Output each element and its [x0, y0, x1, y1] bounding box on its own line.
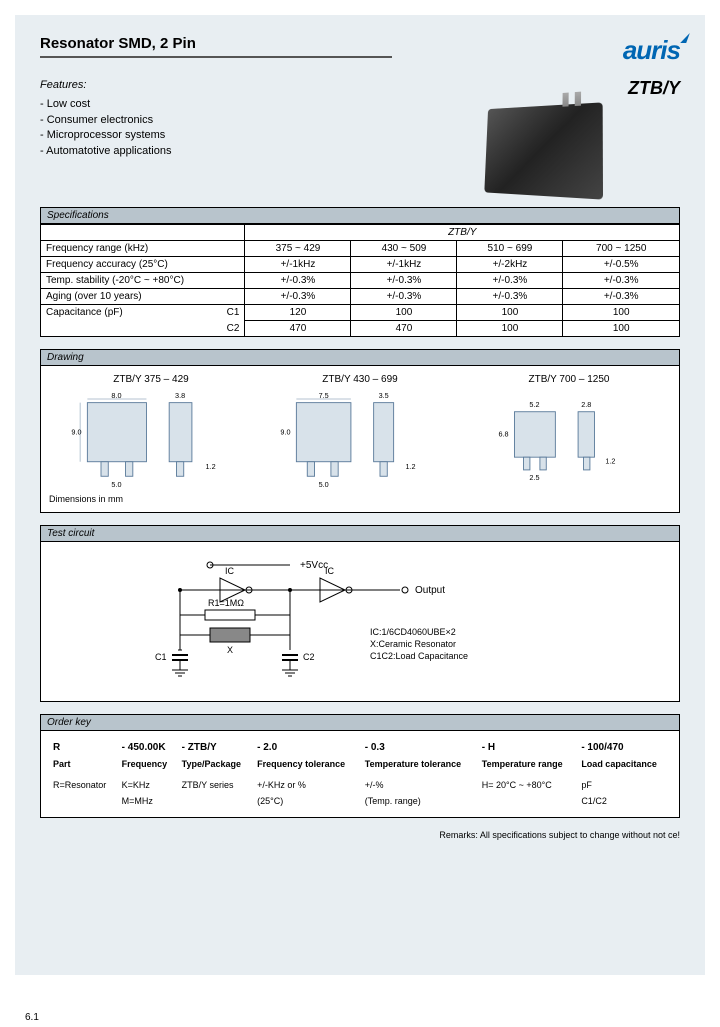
svg-text:+5Vcc: +5Vcc — [300, 560, 328, 571]
cap-label: Capacitance (pF) — [46, 307, 123, 318]
svg-text:3.5: 3.5 — [379, 391, 389, 400]
features-title: Features: — [40, 78, 171, 93]
drawing-variant-label: ZTB/Y 430 – 699 — [258, 374, 462, 385]
specs-model: ZTB/Y — [245, 225, 680, 241]
feature-item: - Low cost — [40, 97, 171, 112]
brand-logo: auris — [623, 35, 680, 66]
svg-text:7.5: 7.5 — [319, 391, 329, 400]
svg-text:3.8: 3.8 — [175, 391, 185, 400]
product-code: ZTB/Y — [400, 78, 680, 99]
feature-item: - Microprocessor systems — [40, 128, 171, 143]
svg-text:8.0: 8.0 — [111, 391, 121, 400]
drawing-grid: ZTB/Y 375 – 429 8.0 9.0 5.0 3.8 1.2 — [49, 374, 671, 492]
drawing-variant-label: ZTB/Y 700 – 1250 — [467, 374, 671, 385]
svg-text:1.2: 1.2 — [405, 462, 415, 471]
feature-item: - Consumer electronics — [40, 113, 171, 128]
svg-text:5.0: 5.0 — [111, 480, 121, 489]
specs-header: Specifications — [40, 207, 680, 224]
specs-row-label: Aging (over 10 years) — [41, 289, 245, 305]
svg-text:C1: C1 — [155, 652, 167, 662]
specs-row-label: Temp. stability (-20°C ~ +80°C) — [41, 273, 245, 289]
svg-text:9.0: 9.0 — [280, 427, 290, 436]
drawing-svg-1: 8.0 9.0 5.0 3.8 1.2 — [49, 389, 253, 489]
remarks-text: Remarks: All specifications subject to c… — [40, 830, 680, 840]
svg-text:2.5: 2.5 — [529, 473, 539, 482]
order-table: R - 450.00K - ZTB/Y - 2.0 - 0.3 - H - 10… — [49, 739, 671, 809]
svg-text:R1=1MΩ: R1=1MΩ — [208, 598, 244, 608]
specs-row-label: Frequency range (kHz) — [41, 241, 245, 257]
drawing-variant-label: ZTB/Y 375 – 429 — [49, 374, 253, 385]
drawing-svg-2: 7.5 9.0 5.0 3.5 1.2 — [258, 389, 462, 489]
svg-text:Output: Output — [415, 585, 445, 596]
drawing-header: Drawing — [40, 349, 680, 366]
drawing-svg-3: 5.2 6.8 2.5 2.8 1.2 — [467, 389, 671, 489]
page-title: Resonator SMD, 2 Pin — [40, 35, 392, 58]
order-header: Order key — [40, 714, 680, 731]
dimensions-note: Dimensions in mm — [49, 494, 671, 504]
svg-text:IC: IC — [225, 566, 235, 576]
features-block: Features: - Low cost - Consumer electron… — [40, 78, 171, 195]
specs-table: ZTB/Y Frequency range (kHz) 375 ~ 429430… — [40, 224, 680, 337]
product-image — [484, 102, 603, 199]
svg-text:1.2: 1.2 — [605, 457, 615, 466]
svg-text:X:Ceramic Resonator: X:Ceramic Resonator — [370, 639, 456, 649]
svg-text:X: X — [227, 645, 233, 655]
circuit-header: Test circuit — [40, 525, 680, 542]
svg-text:1.2: 1.2 — [206, 462, 216, 471]
svg-text:IC:1/6CD4060UBE×2: IC:1/6CD4060UBE×2 — [370, 627, 456, 637]
svg-text:C2: C2 — [303, 652, 315, 662]
svg-text:5.2: 5.2 — [529, 400, 539, 409]
svg-text:5.0: 5.0 — [319, 480, 329, 489]
specs-row-label: Frequency accuracy (25°C) — [41, 257, 245, 273]
circuit-diagram: +5Vcc IC IC Output R1=1MΩ — [49, 550, 671, 690]
feature-item: - Automatotive applications — [40, 144, 171, 159]
svg-text:6.8: 6.8 — [498, 429, 508, 438]
svg-text:IC: IC — [325, 566, 335, 576]
svg-text:2.8: 2.8 — [581, 400, 591, 409]
page-number: 6.1 — [25, 1012, 39, 1023]
svg-text:C1C2:Load Capacitance: C1C2:Load Capacitance — [370, 651, 468, 661]
